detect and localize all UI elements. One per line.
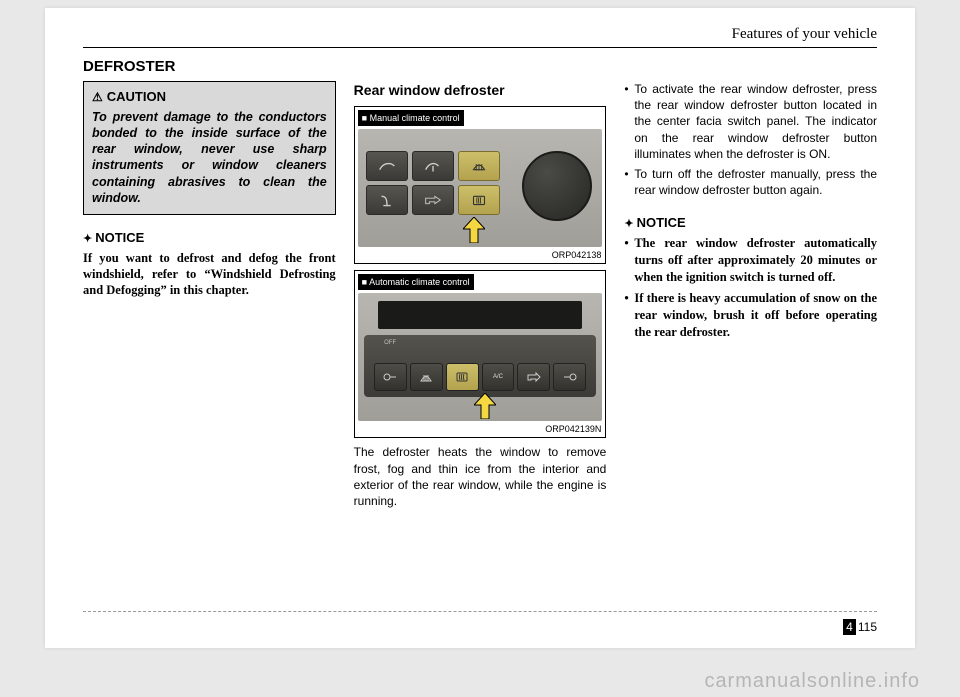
floor-button [366,185,408,215]
figure-code-1: ORP042138 [355,247,606,263]
list-item: •To turn off the defroster manually, pre… [624,166,877,198]
col2-body-text: The defroster heats the window to remove… [354,444,607,509]
list-item: •To activate the rear window defroster, … [624,81,877,162]
auto-ac-button: A/C [482,363,515,391]
auto-front-defrost-button [410,363,443,391]
page-number-value: 115 [858,620,877,634]
notice1-heading-text: NOTICE [95,230,144,245]
caution-heading-text: CAUTION [107,89,166,104]
auto-climate-illustration: OFF A/C [358,293,603,421]
section-title: DEFROSTER [83,58,877,75]
display-panel [378,301,583,329]
col3-bullet-list: •To activate the rear window defroster, … [624,81,877,198]
caution-body: To prevent damage to the conductors bond… [92,109,327,207]
auto-button-row: A/C [374,363,587,391]
running-header: Features of your vehicle [83,26,877,48]
page: Features of your vehicle DEFROSTER ⚠ CAUT… [45,8,915,648]
caution-heading: ⚠ CAUTION [92,88,327,106]
callout-arrow-2 [474,393,496,419]
col3-notice-list: •The rear window defroster automatically… [624,235,877,340]
rear-defrost-button-manual [458,185,500,215]
recirc-button [412,185,454,215]
notice2-heading: ✦ NOTICE [624,214,877,232]
column-2: Rear window defroster ■ Manual climate c… [354,81,607,509]
watermark: carmanualsonline.info [704,670,920,693]
notice-bullet-icon: ✦ [83,233,92,245]
chapter-number: 4 [843,619,856,635]
callout-arrow-1 [463,217,485,243]
rear-defrost-button-auto [446,363,479,391]
front-defrost-button [458,151,500,181]
warning-icon: ⚠ [92,89,103,105]
column-3: •To activate the rear window defroster, … [624,81,877,509]
caution-box: ⚠ CAUTION To prevent damage to the conduc… [83,81,336,215]
manual-climate-illustration [358,129,603,247]
auto-btn-1 [374,363,407,391]
notice1-body: If you want to defrost and defog the fro… [83,250,336,299]
list-item: •The rear window defroster automatically… [624,235,877,286]
auto-button-strip: OFF A/C [364,335,597,397]
content-columns: ⚠ CAUTION To prevent damage to the conduc… [83,81,877,509]
control-knob [522,151,592,221]
figure-auto-climate: ■ Automatic climate control OFF [354,270,607,438]
list-item: •If there is heavy accumulation of snow … [624,290,877,341]
bilevel-button [412,151,454,181]
notice1-heading: ✦NOTICE [83,229,336,247]
auto-recirc-button [517,363,550,391]
figure-manual-climate: ■ Manual climate control ORP [354,106,607,264]
notice2-heading-text: NOTICE [637,215,686,230]
off-label: OFF [374,339,407,347]
auto-btn-6 [553,363,586,391]
figure-code-2: ORP042139N [355,421,606,437]
column-1: ⚠ CAUTION To prevent damage to the conduc… [83,81,336,509]
rear-defroster-subhead: Rear window defroster [354,81,607,100]
page-number: 4115 [843,620,877,634]
vent-button [366,151,408,181]
footer-rule [83,611,877,612]
notice-bullet-icon: ✦ [624,218,633,230]
figure-label-2: ■ Automatic climate control [358,274,474,290]
figure-label-1: ■ Manual climate control [358,110,464,126]
manual-button-grid [366,151,500,215]
